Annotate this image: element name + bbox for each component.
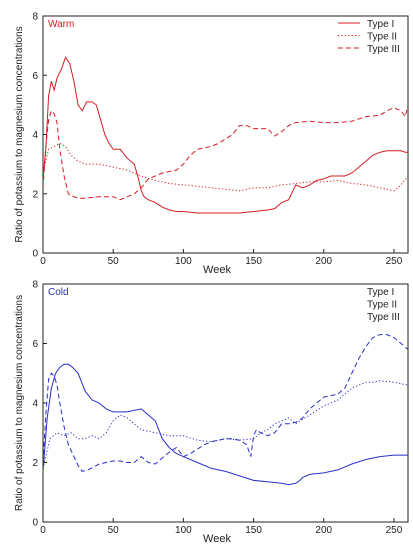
y-tick-label: 4 xyxy=(32,130,38,141)
legend-label: Type I xyxy=(367,287,394,298)
y-tick-label: 0 xyxy=(32,518,38,529)
panel-label: Warm xyxy=(48,19,74,30)
x-tick-label: 200 xyxy=(315,256,332,267)
x-tick-label: 150 xyxy=(245,525,262,536)
x-axis-label: Week xyxy=(203,533,231,545)
y-tick-label: 6 xyxy=(32,71,38,82)
x-tick-label: 250 xyxy=(386,256,403,267)
series-line-type-i xyxy=(43,363,408,486)
y-tick-label: 8 xyxy=(32,280,38,291)
legend-label: Type I xyxy=(367,19,394,30)
x-tick-label: 100 xyxy=(175,525,192,536)
chart-panel-2: 0 50 100 150 200 250 0 2 4 6 8 Week Ratio of potassi… xyxy=(14,280,409,545)
legend-label: Type III xyxy=(367,44,400,55)
x-tick-label: 150 xyxy=(245,256,262,267)
x-tick-label: 0 xyxy=(40,525,46,536)
series-line-type-ii xyxy=(43,142,408,192)
panel-label: Cold xyxy=(48,287,69,298)
y-axis-label: Ratio of potassium to magnesium concentr… xyxy=(14,26,25,242)
y-tick-label: 0 xyxy=(32,249,38,260)
y-tick-label: 8 xyxy=(32,12,38,23)
y-tick-label: 2 xyxy=(32,189,38,200)
legend-label: Type II xyxy=(367,32,397,43)
series-line-type-iii xyxy=(43,104,408,201)
legend-label: Type III xyxy=(367,312,400,323)
x-tick-label: 100 xyxy=(175,256,192,267)
x-tick-label: 250 xyxy=(386,525,403,536)
series-line-type-ii xyxy=(43,380,408,469)
x-tick-label: 0 xyxy=(40,256,46,267)
y-tick-label: 2 xyxy=(32,458,38,469)
y-tick-label: 4 xyxy=(32,399,38,410)
y-axis-label: Ratio of potassium to magnesium concentr… xyxy=(14,295,25,511)
series-line-type-i xyxy=(43,56,408,214)
y-tick-label: 6 xyxy=(32,339,38,350)
legend-label: Type II xyxy=(367,300,397,311)
chart-panel-1: 0 50 100 150 200 250 0 2 4 6 8 Week Ratio of potassi… xyxy=(14,12,409,276)
x-tick-label: 200 xyxy=(315,525,332,536)
x-tick-label: 50 xyxy=(108,256,120,267)
plot-frame xyxy=(42,283,409,523)
x-tick-label: 50 xyxy=(108,525,120,536)
plot-frame xyxy=(42,15,409,254)
x-axis-label: Week xyxy=(203,264,231,276)
series-line-type-iii xyxy=(43,334,408,472)
